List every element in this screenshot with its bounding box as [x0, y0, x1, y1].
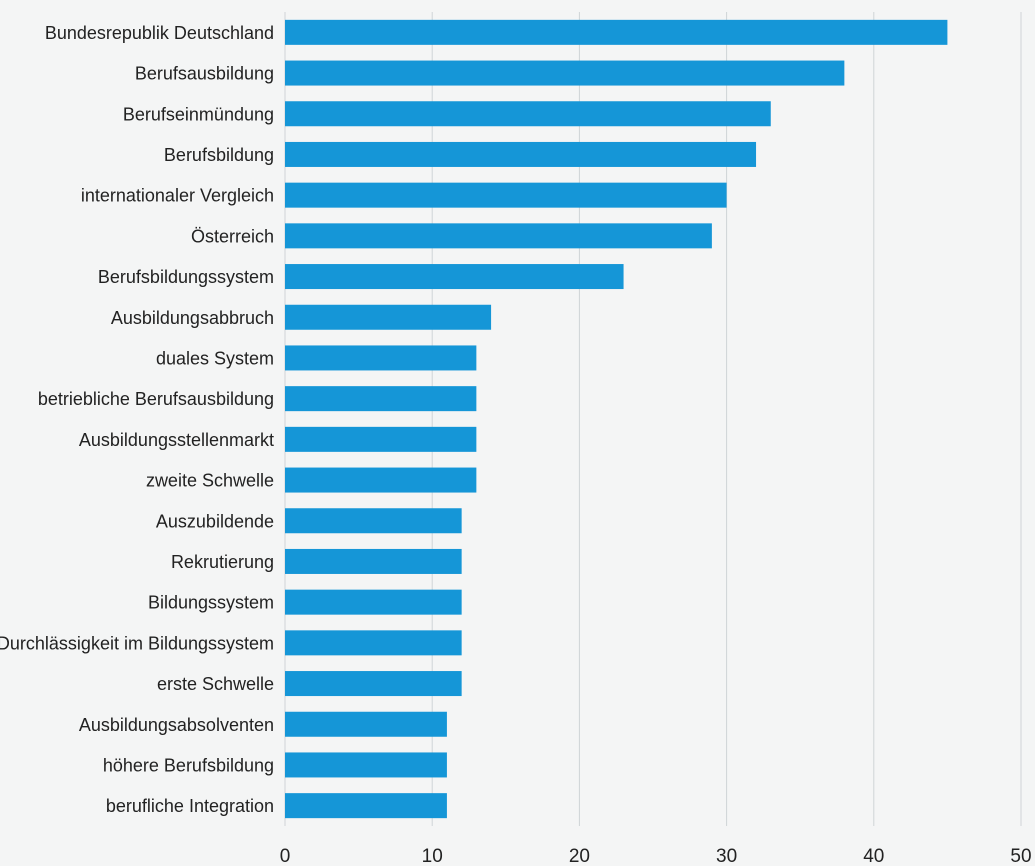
- x-tick-label: 40: [863, 846, 884, 866]
- category-label: Österreich: [191, 226, 274, 246]
- x-tick-label: 20: [569, 846, 590, 866]
- bar: [285, 60, 845, 86]
- category-label: Ausbildungsabsolventen: [79, 715, 274, 735]
- bar: [285, 101, 771, 127]
- category-label: Berufsbildung: [164, 145, 274, 165]
- x-tick-label: 50: [1010, 846, 1031, 866]
- bar: [285, 141, 757, 167]
- x-tick-label: 10: [422, 846, 443, 866]
- category-label: erste Schwelle: [157, 674, 274, 694]
- category-label: betriebliche Berufsausbildung: [38, 389, 274, 409]
- category-labels: Bundesrepublik Deutschland Berufsausbildu…: [0, 23, 274, 816]
- bar: [285, 589, 462, 615]
- category-label: Berufsbildungssystem: [98, 267, 274, 287]
- grid-lines: [284, 12, 1022, 826]
- category-label: berufliche Integration: [106, 796, 274, 816]
- bar: [285, 548, 462, 574]
- category-label: Bundesrepublik Deutschland: [45, 23, 274, 43]
- bar: [285, 711, 447, 737]
- bar: [285, 752, 447, 778]
- category-label: Berufsausbildung: [135, 64, 274, 84]
- bar: [285, 182, 727, 208]
- x-axis-ticks: 0 10 20 30 40 50: [280, 846, 1032, 866]
- x-tick-label: 0: [280, 846, 291, 866]
- bar: [285, 345, 477, 371]
- bar: [285, 630, 462, 656]
- category-label: Ausbildungsabbruch: [111, 308, 274, 328]
- bar: [285, 467, 477, 493]
- bar: [285, 223, 712, 249]
- x-tick-label: 30: [716, 846, 737, 866]
- bars: [285, 19, 948, 819]
- category-label: duales System: [156, 348, 274, 368]
- bar: [285, 426, 477, 452]
- category-label: Berufseinmündung: [123, 104, 274, 124]
- category-label: zweite Schwelle: [146, 471, 274, 491]
- bar: [285, 671, 462, 697]
- category-label: Ausbildungsstellenmarkt: [79, 430, 274, 450]
- category-label: Durchlässigkeit im Bildungssystem: [0, 633, 274, 653]
- category-label: Auszubildende: [156, 511, 274, 531]
- category-label: Bildungssystem: [148, 593, 274, 613]
- bar: [285, 304, 492, 330]
- category-label: höhere Berufsbildung: [103, 755, 274, 775]
- bar: [285, 386, 477, 412]
- bar: [285, 264, 624, 290]
- category-label: Rekrutierung: [171, 552, 274, 572]
- category-label: internationaler Vergleich: [81, 186, 274, 206]
- bar: [285, 19, 948, 45]
- bar: [285, 793, 447, 819]
- bar: [285, 508, 462, 534]
